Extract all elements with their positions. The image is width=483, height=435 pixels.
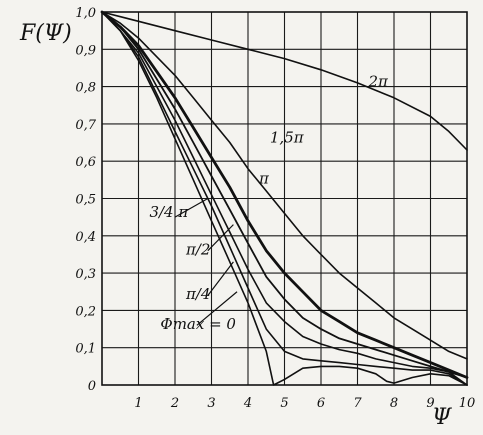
label-leader [207, 261, 234, 296]
y-tick-label: 0 [88, 379, 96, 394]
curve-label: 3/4 π [149, 203, 189, 221]
x-tick-label: 4 [243, 396, 252, 411]
y-tick-label: 1,0 [75, 6, 96, 21]
plot-frame [101, 11, 468, 386]
series-line [101, 11, 468, 360]
tick-labels: 1 2 3 4 5 6 7 8 9 10 0 0,1 0,2 0,3 0,4 0,5 0,6 0,7 0,8 0,9 1… [75, 6, 475, 411]
y-tick-label: 0,6 [75, 155, 96, 170]
y-tick-label: 0,9 [75, 43, 96, 58]
series-line [101, 11, 468, 379]
x-tick-label: 7 [353, 396, 362, 411]
x-tick-label: 1 [134, 396, 142, 411]
y-tick-label: 0,8 [75, 81, 96, 96]
series-line [101, 11, 468, 386]
curve-label: 2π [367, 73, 389, 91]
y-tick-label: 0,5 [75, 193, 96, 208]
curve-label: π/4 [185, 285, 210, 303]
y-axis-label: F(Ψ) [19, 21, 72, 46]
curve-label: π [258, 170, 270, 188]
x-tick-label: 3 [207, 396, 215, 411]
y-tick-label: 0,2 [75, 304, 96, 319]
curve-label: 1,5π [270, 129, 305, 147]
x-tick-label: 6 [317, 396, 325, 411]
series-line [101, 11, 468, 151]
x-tick-label: 9 [426, 396, 434, 411]
x-tick-label: 10 [459, 396, 476, 411]
curve-label: π/2 [185, 240, 210, 258]
y-tick-label: 0,4 [75, 230, 96, 245]
grid [102, 12, 467, 385]
label-leader [174, 197, 209, 218]
y-tick-label: 0,3 [75, 267, 96, 282]
y-tick-label: 0,1 [75, 342, 96, 357]
series-line [101, 11, 468, 386]
x-tick-label: 5 [280, 396, 288, 411]
series-line [101, 11, 468, 386]
label-leader [207, 224, 234, 252]
x-axis-label: Ψ [432, 405, 452, 430]
x-tick-label: 8 [390, 396, 398, 411]
label-leader [196, 291, 238, 326]
y-tick-label: 0,7 [75, 118, 96, 133]
x-tick-label: 2 [170, 396, 179, 411]
series-line [100, 10, 469, 379]
curves [100, 10, 469, 386]
